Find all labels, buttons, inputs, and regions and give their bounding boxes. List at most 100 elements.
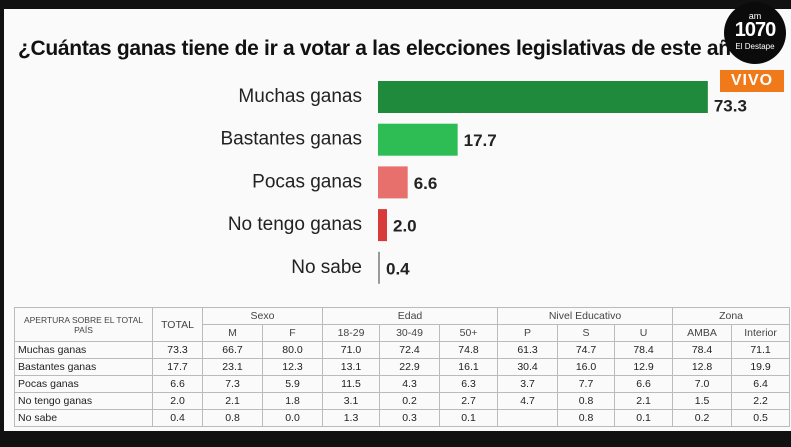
table-cell: 2.2 [731,392,791,410]
group-header: Zona [672,307,791,325]
bar [378,81,708,113]
table-cell: 4.7 [497,392,559,410]
header-row: APERTURA SOBRE EL TOTAL PAÍS TOTAL Sexo Eda… [14,307,791,342]
table-cell: 0.3 [379,409,440,427]
column-header: Interior [731,324,791,342]
column-header: M [202,324,263,342]
table-cell: 74.7 [557,341,616,359]
table-cell: 6.4 [731,375,791,393]
bar [378,209,387,242]
bar [378,251,380,284]
table-cell: 6.3 [438,375,499,393]
column-header: AMBA [672,324,733,342]
column-header: 30-49 [379,324,440,342]
table-cell: 71.1 [731,341,791,359]
table-row: Muchas ganas 73.3 66.7 80.0 71.0 72.4 74.8 61.3… [14,341,791,359]
table-cell: 71.0 [322,341,380,359]
table-cell: 78.4 [614,341,674,359]
group-header: Sexo [202,307,323,325]
table-cell: 0.1 [438,409,499,427]
table-cell: 78.4 [672,341,733,359]
table-cell: 2.7 [438,392,499,410]
bar [378,123,458,156]
table-cell: 13.1 [322,358,380,376]
chart-title: ¿Cuántas ganas tiene de ir a votar a las… [18,37,756,60]
group-header: Nivel Educativo [497,307,674,325]
table-cell: 0.8 [202,409,263,427]
table-cell [497,409,559,427]
row-label: Bastantes ganas [14,358,153,376]
table-cell: 0.2 [379,392,440,410]
table-cell: 6.6 [614,375,674,393]
table-cell: 6.6 [152,375,203,393]
category-label: Pocas ganas [252,171,362,192]
group-header: Edad [321,307,499,325]
table-cell: 22.9 [379,358,440,376]
table-cell: 0.2 [672,409,733,427]
total-header: TOTAL [152,307,203,342]
corner-header: APERTURA SOBRE EL TOTAL PAÍS [14,307,153,342]
table-cell: 17.7 [152,358,203,376]
value-label: 73.3 [714,96,747,115]
category-label: No sabe [291,257,362,278]
chart: Muchas ganas 73.3 Bastantes ganas 17.7 Pocas… [220,81,747,284]
live-badge: VIVO [720,70,784,92]
table-cell: 74.8 [438,341,499,359]
table-cell: 5.9 [262,375,323,393]
logo-am: am [748,11,762,21]
table-row: Pocas ganas 6.6 7.3 5.9 11.5 4.3 6.3 3.7 7.7 6.6 7… [14,375,791,393]
table-cell: 0.5 [731,409,791,427]
data-table: APERTURA SOBRE EL TOTAL PAÍS TOTAL Sexo Eda… [14,307,791,427]
table-cell: 7.0 [672,375,733,393]
category-label: Bastantes ganas [220,129,362,150]
column-header: U [614,324,674,342]
table-cell: 3.1 [322,392,380,410]
table-cell: 19.9 [731,358,791,376]
row-label: Muchas ganas [14,341,153,359]
logo-name: El Destape [735,42,775,51]
category-label: No tengo ganas [228,214,362,235]
row-label: Pocas ganas [14,375,153,393]
panel: ¿Cuántas ganas tiene de ir a votar a las… [4,9,791,431]
table-cell: 12.9 [614,358,674,376]
table-cell: 1.3 [322,409,380,427]
table-cell: 7.7 [557,375,616,393]
table-cell: 23.1 [202,358,263,376]
table-cell: 11.5 [322,375,380,393]
column-header: S [557,324,616,342]
value-label: 0.4 [386,259,410,278]
table-row: Bastantes ganas 17.7 23.1 12.3 13.1 22.9 16.1 3… [14,358,791,376]
table-cell: 0.8 [557,409,616,427]
bar [378,166,408,199]
table-cell: 2.1 [614,392,674,410]
table-row: No tengo ganas 2.0 2.1 1.8 3.1 0.2 2.7 4.7 0.8 2.… [14,392,791,410]
table-row: No sabe 0.4 0.8 0.0 1.3 0.3 0.1 0.8 0.1 0.2 0.5 [14,409,791,427]
table-cell: 7.3 [202,375,263,393]
table-cell: 66.7 [202,341,263,359]
table-cell: 12.3 [262,358,323,376]
value-label: 6.6 [414,174,438,193]
column-header: F [262,324,323,342]
column-header: P [497,324,559,342]
row-label: No sabe [14,409,153,427]
table-cell: 2.1 [202,392,263,410]
table-cell: 72.4 [379,341,440,359]
table-cell: 0.4 [152,409,203,427]
table-cell: 1.5 [672,392,733,410]
row-label: No tengo ganas [14,392,153,410]
value-label: 17.7 [464,131,497,150]
logo-frequency: 1070 [734,19,777,41]
table-cell: 2.0 [152,392,203,410]
table-cell: 12.8 [672,358,733,376]
table-cell: 1.8 [262,392,323,410]
column-header: 50+ [438,324,499,342]
table-cell: 0.1 [614,409,674,427]
table-cell: 4.3 [379,375,440,393]
table-cell: 16.0 [557,358,616,376]
station-logo: am 1070 El Destape [724,2,786,64]
table-cell: 30.4 [497,358,559,376]
table-cell: 3.7 [497,375,559,393]
table-cell: 0.0 [262,409,323,427]
table-cell: 80.0 [262,341,323,359]
